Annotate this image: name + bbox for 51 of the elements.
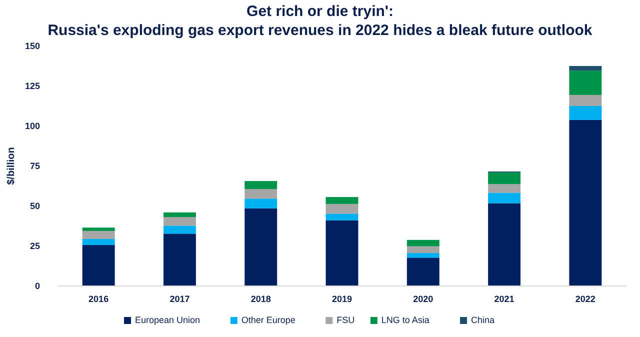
bar — [244, 198, 278, 208]
bar — [244, 189, 278, 199]
bar — [488, 184, 521, 193]
y-tick-label: 150 — [24, 41, 40, 52]
bar — [326, 204, 358, 214]
bar — [326, 197, 358, 204]
legend-label: FSU — [336, 315, 355, 325]
bar — [569, 70, 602, 95]
x-tick-label: 2019 — [332, 294, 352, 304]
chart-subtitle: Russia's exploding gas export revenues in 2022 hides a bleak future outlook — [48, 22, 593, 39]
legend-label: LNG to Asia — [381, 315, 430, 325]
bar — [569, 120, 602, 286]
bar — [406, 246, 440, 254]
bar — [163, 212, 196, 218]
bar — [82, 228, 115, 231]
bar — [488, 192, 521, 204]
bar — [569, 66, 602, 71]
bar — [406, 253, 440, 258]
x-tick-label: 2022 — [575, 294, 596, 304]
x-tick-label: 2018 — [250, 294, 271, 304]
y-axis-title: $/billion — [6, 147, 17, 185]
y-tick-label: 75 — [30, 161, 40, 172]
bar — [406, 258, 440, 286]
bar — [82, 230, 115, 239]
x-tick-label: 2021 — [494, 294, 514, 304]
legend-label: Other Europe — [241, 315, 296, 325]
bar — [82, 245, 115, 286]
x-tick-label: 2016 — [88, 294, 109, 304]
bar — [326, 214, 358, 220]
y-tick-label: 25 — [30, 241, 40, 252]
legend-label: European Union — [135, 315, 200, 325]
bar — [82, 238, 115, 246]
bar — [406, 240, 440, 246]
bar — [163, 226, 196, 234]
bar — [244, 208, 278, 286]
bar — [163, 234, 196, 286]
bar — [326, 220, 358, 286]
y-tick-label: 125 — [24, 81, 40, 92]
y-tick-label: 0 — [34, 281, 40, 292]
x-tick-label: 2017 — [170, 294, 190, 304]
bar — [569, 106, 602, 120]
y-tick-label: 100 — [24, 121, 40, 132]
chart-title: Get rich or die tryin': — [246, 3, 394, 20]
bar — [488, 172, 521, 184]
bar — [244, 181, 278, 190]
legend-label: China — [471, 315, 495, 325]
x-tick-label: 2020 — [413, 294, 434, 304]
y-tick-label: 50 — [30, 201, 40, 212]
bar — [488, 203, 521, 286]
bar — [569, 94, 602, 106]
bar — [163, 217, 196, 226]
